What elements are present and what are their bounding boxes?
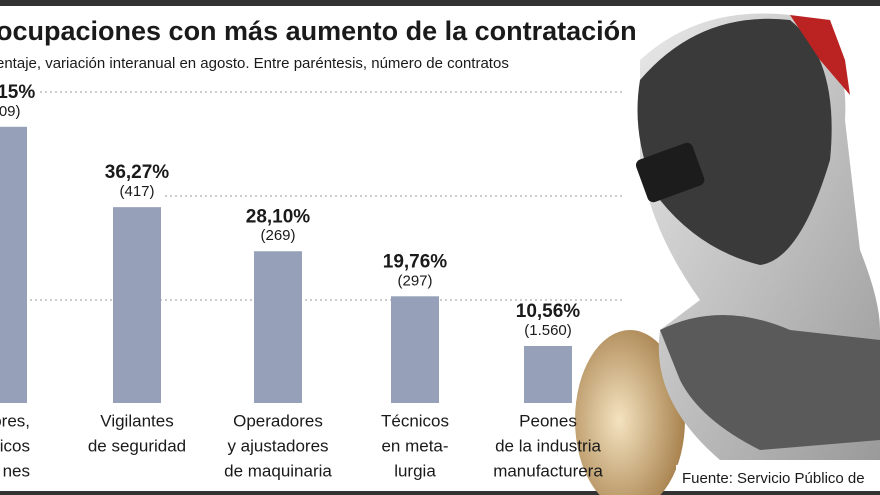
x-tick-label: manufacturera <box>493 461 603 480</box>
grid <box>20 91 625 301</box>
top-rule <box>0 0 880 6</box>
x-tick-label: lurgia <box>394 461 436 480</box>
x-tick-label: nes <box>3 461 30 480</box>
source: Fuente: Servicio Público de <box>682 470 865 487</box>
bar <box>524 345 572 403</box>
bar <box>113 207 161 403</box>
x-tick-label: de seguridad <box>88 436 186 455</box>
x-tick-label: en meta- <box>381 436 448 455</box>
bar <box>0 126 27 403</box>
contracts-label: (509) <box>0 103 21 120</box>
x-tick-label: nicos <box>0 436 30 455</box>
x-tick-label: Peones <box>519 411 577 430</box>
bar <box>254 251 302 403</box>
bar <box>391 296 439 403</box>
value-label: 36,27% <box>105 162 170 183</box>
chart-subtitle: entaje, variación interanual en agosto. … <box>0 55 509 72</box>
x-tick-label: y ajustadores <box>227 436 328 455</box>
photo <box>575 13 880 495</box>
bottom-rule <box>0 491 880 495</box>
value-label: 28,10% <box>246 206 311 227</box>
source-box <box>676 465 880 491</box>
value-label: 51,15% <box>0 82 35 103</box>
contracts-label: (1.560) <box>524 322 572 339</box>
contracts-label: (297) <box>397 272 432 289</box>
x-tick-label: de la industria <box>495 436 601 455</box>
contracts-label: (417) <box>119 183 154 200</box>
value-label: 10,56% <box>516 301 581 322</box>
x-tick-label: Operadores <box>233 411 323 430</box>
x-tick-label: de maquinaria <box>224 461 332 480</box>
x-tick-label: Vigilantes <box>100 411 173 430</box>
x-tick-label: Técnicos <box>381 411 449 430</box>
chart-title: ocupaciones con más aumento de la contra… <box>0 16 637 46</box>
contracts-label: (269) <box>260 227 295 244</box>
x-tick-label: dores, <box>0 411 30 430</box>
value-label: 19,76% <box>383 251 448 272</box>
